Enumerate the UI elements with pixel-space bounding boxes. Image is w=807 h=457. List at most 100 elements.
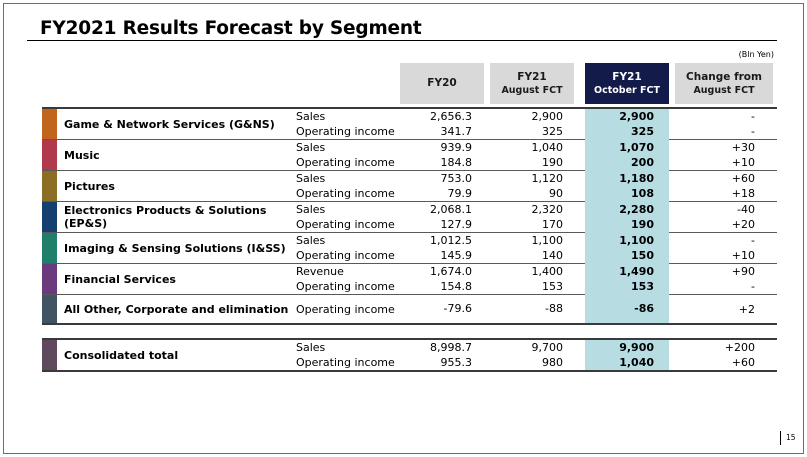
value-fy20: 2,068.1 — [430, 203, 472, 216]
value-change: -40 — [737, 203, 755, 216]
metric-label: Sales — [296, 172, 326, 185]
oct-fct-highlight — [585, 109, 669, 323]
segment-name: Electronics Products & Solutions (EP&S) — [64, 204, 267, 230]
segment-color-swatch — [42, 140, 57, 170]
value-aug-fct: 2,900 — [531, 110, 564, 123]
value-change: +10 — [731, 249, 755, 262]
segment-name: Pictures — [64, 179, 115, 193]
value-oct-fct: -86 — [634, 302, 654, 315]
value-oct-fct: 325 — [631, 125, 654, 138]
segment-divider — [42, 201, 777, 202]
value-oct-fct: 2,900 — [619, 110, 654, 123]
header-change: Change from August FCT — [675, 63, 773, 104]
value-aug-fct: -88 — [545, 302, 563, 315]
value-oct-fct: 1,070 — [619, 141, 654, 154]
value-oct-fct: 1,490 — [619, 265, 654, 278]
metric-label: Sales — [296, 110, 326, 123]
value-fy20: 1,674.0 — [430, 265, 472, 278]
value-aug-fct: 140 — [542, 249, 563, 262]
value-change: - — [751, 125, 755, 138]
consolidated-color-swatch — [42, 340, 57, 370]
header-oct-fct: FY21 October FCT — [585, 63, 669, 104]
metric-label: Operating income — [296, 156, 395, 169]
segment-divider — [42, 139, 777, 140]
metric-label: Sales — [296, 141, 326, 154]
value-change: +60 — [731, 356, 755, 369]
value-oct-fct: 9,900 — [619, 341, 654, 354]
metric-label: Operating income — [296, 303, 395, 316]
value-oct-fct: 1,040 — [619, 356, 654, 369]
value-aug-fct: 153 — [542, 280, 563, 293]
segment-divider — [42, 263, 777, 264]
value-aug-fct: 1,400 — [531, 265, 564, 278]
value-oct-fct: 2,280 — [619, 203, 654, 216]
segment-divider — [42, 232, 777, 233]
metric-label: Revenue — [296, 265, 344, 278]
segment-name: Financial Services — [64, 272, 176, 286]
value-change: - — [751, 234, 755, 247]
value-fy20: 184.8 — [440, 156, 473, 169]
metric-label: Operating income — [296, 249, 395, 262]
value-fy20: 127.9 — [440, 218, 473, 231]
page-title: FY2021 Results Forecast by Segment — [40, 18, 422, 39]
metric-label: Operating income — [296, 356, 395, 369]
header-aug-fct: FY21 August FCT — [490, 63, 574, 104]
segment-divider — [42, 294, 777, 295]
value-fy20: 955.3 — [440, 356, 473, 369]
value-oct-fct: 150 — [631, 249, 654, 262]
metric-label: Sales — [296, 234, 326, 247]
value-fy20: 8,998.7 — [430, 341, 472, 354]
header-change-line2: August FCT — [693, 84, 755, 96]
value-change: +60 — [731, 172, 755, 185]
value-aug-fct: 2,320 — [531, 203, 564, 216]
value-change: +30 — [731, 141, 755, 154]
consolidated-name: Consolidated total — [64, 348, 179, 362]
value-oct-fct: 1,180 — [619, 172, 654, 185]
segment-divider — [42, 170, 777, 171]
value-change: +18 — [731, 187, 755, 200]
segment-color-swatch — [42, 109, 57, 139]
segment-name: Music — [64, 148, 100, 162]
header-fy20: FY20 — [400, 63, 484, 104]
segment-name: All Other, Corporate and elimination — [64, 302, 289, 316]
metric-label: Operating income — [296, 125, 395, 138]
segment-color-swatch — [42, 171, 57, 201]
value-aug-fct: 1,100 — [531, 234, 564, 247]
consolidated-top-rule — [42, 338, 777, 340]
value-change: +90 — [731, 265, 755, 278]
value-change: +2 — [738, 303, 755, 316]
value-change: +20 — [731, 218, 755, 231]
value-change: - — [751, 280, 755, 293]
unit-label: (Bln Yen) — [738, 50, 774, 59]
segment-name: Imaging & Sensing Solutions (I&SS) — [64, 241, 286, 255]
value-fy20: 753.0 — [440, 172, 473, 185]
value-fy20: 79.9 — [447, 187, 473, 200]
value-change: +200 — [724, 341, 755, 354]
value-aug-fct: 170 — [542, 218, 563, 231]
table-top-rule — [42, 107, 777, 109]
header-change-line1: Change from — [686, 70, 762, 83]
header-fy20-label: FY20 — [427, 77, 457, 89]
value-fy20: 154.8 — [440, 280, 473, 293]
value-fy20: -79.6 — [443, 302, 472, 315]
header-aug-line1: FY21 — [517, 70, 547, 83]
value-aug-fct: 980 — [542, 356, 563, 369]
title-underline — [27, 40, 777, 41]
value-fy20: 341.7 — [440, 125, 473, 138]
segment-name: Game & Network Services (G&NS) — [64, 117, 275, 131]
metric-label: Sales — [296, 341, 326, 354]
metric-label: Sales — [296, 203, 326, 216]
header-oct-line1: FY21 — [612, 70, 642, 83]
metric-label: Operating income — [296, 218, 395, 231]
value-oct-fct: 200 — [631, 156, 654, 169]
slide-frame — [3, 3, 804, 454]
header-aug-line2: August FCT — [501, 84, 563, 96]
value-aug-fct: 90 — [549, 187, 563, 200]
value-change: +10 — [731, 156, 755, 169]
value-aug-fct: 325 — [542, 125, 563, 138]
value-aug-fct: 190 — [542, 156, 563, 169]
value-aug-fct: 9,700 — [531, 341, 564, 354]
value-aug-fct: 1,120 — [531, 172, 564, 185]
page-number: 15 — [780, 431, 796, 445]
segment-color-swatch — [42, 202, 57, 232]
